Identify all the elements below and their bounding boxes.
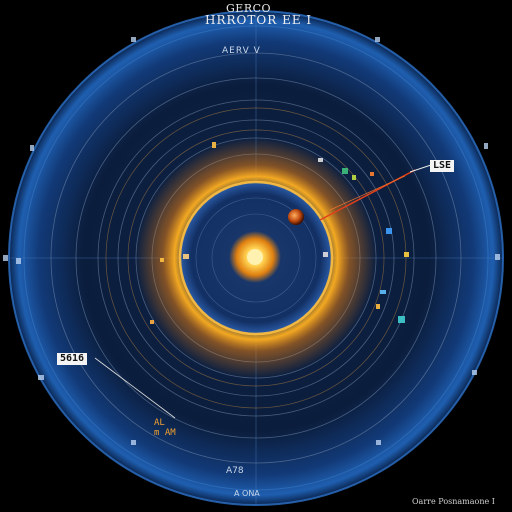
glyph-cluster xyxy=(150,142,409,324)
ring-markers xyxy=(3,37,500,445)
core-star xyxy=(247,249,263,265)
planet xyxy=(288,209,304,225)
left-tag: 5616 xyxy=(57,353,88,365)
left-pointer-line xyxy=(94,357,176,419)
bottom-label-secondary: A ONA xyxy=(234,489,260,498)
right-tag: LSE xyxy=(430,160,455,172)
footer-caption: Oarre Posnamaone I xyxy=(412,497,495,506)
inner-disk-rim xyxy=(178,180,334,336)
orbit-rings-accent xyxy=(105,107,407,409)
header-top-text: GERCO xyxy=(226,2,272,15)
bottom-label-primary: A78 xyxy=(226,466,244,476)
orbit-sublabel: AERV V xyxy=(222,46,261,56)
pointer-line-accent xyxy=(329,175,406,211)
marker-label: AL m AM xyxy=(154,418,176,438)
header-title: HRROTOR EE I xyxy=(205,13,313,27)
inner-rings xyxy=(195,197,317,319)
